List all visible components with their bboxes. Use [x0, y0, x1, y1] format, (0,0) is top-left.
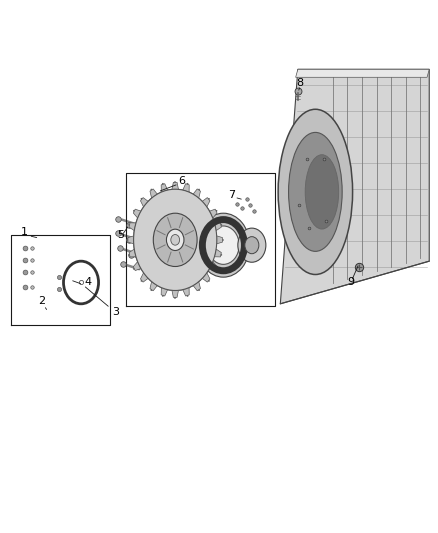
Polygon shape: [193, 189, 201, 198]
Text: 8: 8: [297, 78, 304, 87]
Circle shape: [171, 235, 180, 245]
Polygon shape: [150, 189, 157, 198]
Polygon shape: [172, 182, 178, 189]
Polygon shape: [141, 198, 148, 207]
Polygon shape: [150, 281, 157, 291]
Polygon shape: [161, 288, 168, 296]
Text: 5: 5: [117, 230, 124, 239]
Circle shape: [208, 226, 239, 264]
Polygon shape: [296, 69, 429, 77]
Polygon shape: [280, 69, 429, 304]
Polygon shape: [217, 236, 223, 244]
Polygon shape: [129, 249, 136, 257]
Polygon shape: [202, 198, 210, 207]
Circle shape: [197, 213, 250, 277]
Circle shape: [166, 229, 184, 251]
Polygon shape: [133, 262, 141, 271]
Text: 7: 7: [229, 190, 236, 199]
Text: 6: 6: [178, 176, 185, 186]
Polygon shape: [172, 290, 178, 297]
Circle shape: [245, 237, 259, 254]
Polygon shape: [128, 236, 134, 244]
Ellipse shape: [289, 132, 342, 252]
Polygon shape: [161, 184, 168, 192]
Ellipse shape: [278, 109, 353, 274]
Text: 2: 2: [38, 296, 45, 306]
Polygon shape: [193, 281, 201, 291]
Text: 9: 9: [347, 278, 354, 287]
Polygon shape: [129, 223, 136, 231]
Polygon shape: [183, 184, 189, 192]
Circle shape: [238, 228, 266, 262]
Text: 3: 3: [113, 307, 120, 317]
Polygon shape: [215, 223, 221, 231]
Polygon shape: [215, 249, 221, 257]
Polygon shape: [183, 288, 189, 296]
Ellipse shape: [305, 155, 339, 229]
Text: 4: 4: [84, 278, 91, 287]
Circle shape: [134, 189, 217, 290]
Circle shape: [134, 189, 217, 290]
Polygon shape: [209, 209, 217, 218]
Polygon shape: [209, 262, 217, 271]
Polygon shape: [133, 209, 141, 218]
Polygon shape: [141, 273, 148, 282]
Text: 1: 1: [21, 227, 28, 237]
Circle shape: [153, 213, 197, 266]
Polygon shape: [202, 273, 210, 282]
